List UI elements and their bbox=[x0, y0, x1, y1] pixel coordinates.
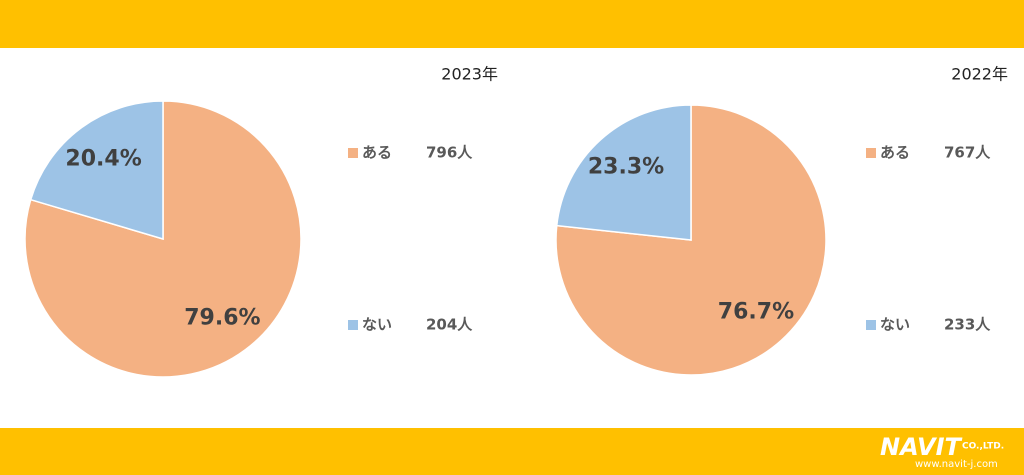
logo-company: CO.,LTD. bbox=[962, 442, 1004, 452]
legend-count: 204人 bbox=[426, 316, 473, 334]
legend-count: 233人 bbox=[944, 316, 991, 334]
legend-label: ある bbox=[880, 144, 910, 162]
logo-url: www.navit-j.com bbox=[915, 459, 998, 470]
legend-swatch bbox=[348, 148, 358, 158]
data-label: 76.7% bbox=[718, 299, 794, 324]
pie-slice bbox=[24, 100, 302, 378]
legend-label: ない bbox=[362, 316, 392, 334]
pie-slice bbox=[29, 100, 164, 241]
logo: NAVIT bbox=[880, 433, 963, 461]
legend-label: ない bbox=[880, 316, 910, 334]
chart-title: 2022年 bbox=[951, 65, 1008, 84]
legend-swatch bbox=[866, 320, 876, 330]
pie-slice bbox=[555, 104, 692, 241]
data-label: 79.6% bbox=[184, 306, 260, 331]
data-label: 23.3% bbox=[588, 155, 664, 180]
data-label: 20.4% bbox=[65, 146, 141, 171]
chart-title: 2023年 bbox=[441, 65, 498, 84]
legend-swatch bbox=[866, 148, 876, 158]
legend-label: ある bbox=[362, 144, 392, 162]
legend-count: 767人 bbox=[944, 144, 991, 162]
top-bar bbox=[0, 0, 1024, 48]
bottom-bar bbox=[0, 428, 1024, 475]
legend-swatch bbox=[348, 320, 358, 330]
legend-count: 796人 bbox=[426, 144, 473, 162]
